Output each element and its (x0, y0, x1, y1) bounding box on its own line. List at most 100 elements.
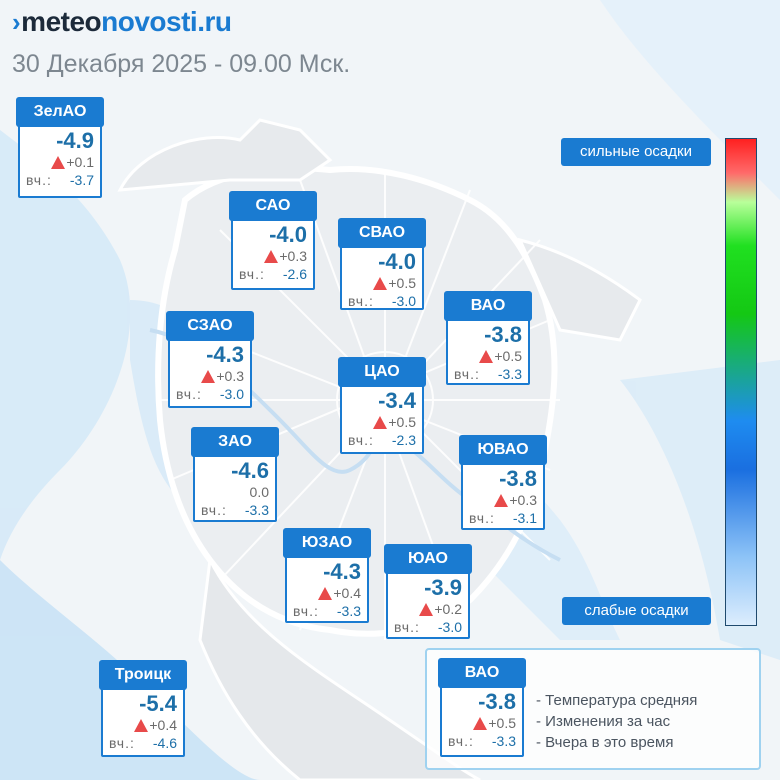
precipitation-scale-bar (725, 138, 757, 626)
hourly-change: +0.1 (51, 154, 94, 170)
district-name: ЗАО (191, 427, 279, 457)
district-card-zelao[interactable]: ЗелАО -4.9 +0.1 вч.: -3.7 (16, 97, 104, 198)
yesterday-temp: -2.6 (282, 266, 307, 282)
hourly-change: +0.2 (419, 601, 462, 617)
yesterday-row: вч.: -3.3 (201, 502, 269, 518)
forecast-datetime: 30 Декабря 2025 - 09.00 Мск. (12, 50, 351, 78)
logo-text-novosti: novosti.ru (101, 6, 232, 37)
logo-text-meteo: meteo (21, 6, 102, 37)
triangle-up-icon (373, 276, 388, 290)
yesterday-row: вч.: -3.1 (469, 510, 537, 526)
yesterday-label: вч.: (448, 733, 474, 749)
yesterday-label: вч.: (109, 735, 135, 751)
yesterday-label: вч.: (176, 386, 202, 402)
district-temp: -4.0 (378, 249, 416, 274)
yesterday-temp: -4.6 (152, 735, 177, 751)
district-temp: -4.3 (206, 342, 244, 367)
district-temp: -3.4 (378, 388, 416, 413)
district-temp: -3.8 (499, 466, 537, 491)
district-card-szao[interactable]: СЗАО -4.3 +0.3 вч.: -3.0 (166, 311, 254, 408)
yesterday-label: вч.: (26, 172, 52, 188)
triangle-up-icon (419, 602, 434, 616)
yesterday-label: вч.: (454, 366, 480, 382)
hourly-change: +0.3 (494, 492, 537, 508)
district-name: СВАО (338, 218, 426, 248)
district-temp: -3.9 (424, 575, 462, 600)
triangle-up-icon (201, 369, 216, 383)
district-name: ЦАО (338, 357, 426, 387)
yesterday-temp: -2.3 (391, 432, 416, 448)
district-temp: -5.4 (139, 691, 177, 716)
precip-strong-label: сильные осадки (561, 138, 711, 166)
legend-sample-card: ВАО -3.8 +0.5 вч.: -3.3 (438, 658, 526, 757)
yesterday-row: вч.: -3.7 (26, 172, 94, 188)
hourly-change: +0.5 (473, 715, 516, 731)
yesterday-temp: -3.7 (69, 172, 94, 188)
triangle-up-icon (51, 155, 66, 169)
district-name: ЮЗАО (283, 528, 371, 558)
yesterday-row: вч.: -4.6 (109, 735, 177, 751)
triangle-up-icon (473, 716, 488, 730)
district-card-zao[interactable]: ЗАО -4.6 0.0 вч.: -3.3 (191, 427, 279, 522)
triangle-up-icon (373, 415, 388, 429)
hourly-change: +0.4 (134, 717, 177, 733)
yesterday-label: вч.: (239, 266, 265, 282)
yesterday-row: вч.: -2.6 (239, 266, 307, 282)
triangle-up-icon (479, 349, 494, 363)
district-name: ЮВАО (459, 435, 547, 465)
precip-weak-label: слабые осадки (562, 597, 711, 625)
district-temp: -4.9 (56, 128, 94, 153)
district-temp: -4.6 (231, 458, 269, 483)
triangle-up-icon (494, 493, 509, 507)
yesterday-row: вч.: -3.0 (394, 619, 462, 635)
yesterday-temp: -3.1 (512, 510, 537, 526)
yesterday-temp: -3.3 (497, 366, 522, 382)
district-card-troitsk[interactable]: Троицк -5.4 +0.4 вч.: -4.6 (99, 660, 187, 757)
yesterday-row: вч.: -2.3 (348, 432, 416, 448)
yesterday-temp: -3.3 (244, 502, 269, 518)
yesterday-label: вч.: (348, 293, 374, 309)
legend-line-yesterday: - Вчера в это время (536, 734, 674, 751)
district-name: СЗАО (166, 311, 254, 341)
yesterday-row: вч.: -3.0 (348, 293, 416, 309)
district-card-vao[interactable]: ВАО -3.8 +0.5 вч.: -3.3 (444, 291, 532, 385)
site-logo[interactable]: ›meteonovosti.ru (12, 6, 232, 38)
district-name: ЗелАО (16, 97, 104, 127)
yesterday-label: вч.: (469, 510, 495, 526)
hourly-change: 0.0 (249, 484, 269, 500)
district-card-yuzao[interactable]: ЮЗАО -4.3 +0.4 вч.: -3.3 (283, 528, 371, 623)
yesterday-row: вч.: -3.3 (293, 603, 361, 619)
hourly-change: +0.4 (318, 585, 361, 601)
yesterday-label: вч.: (201, 502, 227, 518)
district-temp: -3.8 (478, 689, 516, 714)
triangle-up-icon (264, 249, 279, 263)
legend-line-avg-temp: - Температура средняя (536, 692, 698, 709)
yesterday-row: вч.: -3.3 (448, 733, 516, 749)
hourly-change: +0.5 (373, 275, 416, 291)
district-card-yuvao[interactable]: ЮВАО -3.8 +0.3 вч.: -3.1 (459, 435, 547, 530)
triangle-up-icon (318, 586, 333, 600)
hourly-change: +0.3 (201, 368, 244, 384)
district-name: ВАО (444, 291, 532, 321)
district-card-svao[interactable]: СВАО -4.0 +0.5 вч.: -3.0 (338, 218, 426, 310)
district-name: Троицк (99, 660, 187, 690)
yesterday-label: вч.: (348, 432, 374, 448)
yesterday-temp: -3.3 (491, 733, 516, 749)
district-name: ЮАО (384, 544, 472, 574)
yesterday-temp: -3.0 (219, 386, 244, 402)
yesterday-temp: -3.0 (437, 619, 462, 635)
district-name: САО (229, 191, 317, 221)
district-card-sao[interactable]: САО -4.0 +0.3 вч.: -2.6 (229, 191, 317, 290)
district-card-yuao[interactable]: ЮАО -3.9 +0.2 вч.: -3.0 (384, 544, 472, 639)
triangle-up-icon (134, 718, 149, 732)
yesterday-row: вч.: -3.0 (176, 386, 244, 402)
district-temp: -3.8 (484, 322, 522, 347)
district-temp: -4.3 (323, 559, 361, 584)
yesterday-row: вч.: -3.3 (454, 366, 522, 382)
yesterday-label: вч.: (293, 603, 319, 619)
legend-explanations: - Температура средняя - Изменения за час… (536, 690, 697, 753)
hourly-change: +0.3 (264, 248, 307, 264)
district-card-cao[interactable]: ЦАО -3.4 +0.5 вч.: -2.3 (338, 357, 426, 454)
yesterday-temp: -3.3 (336, 603, 361, 619)
hourly-change: +0.5 (479, 348, 522, 364)
